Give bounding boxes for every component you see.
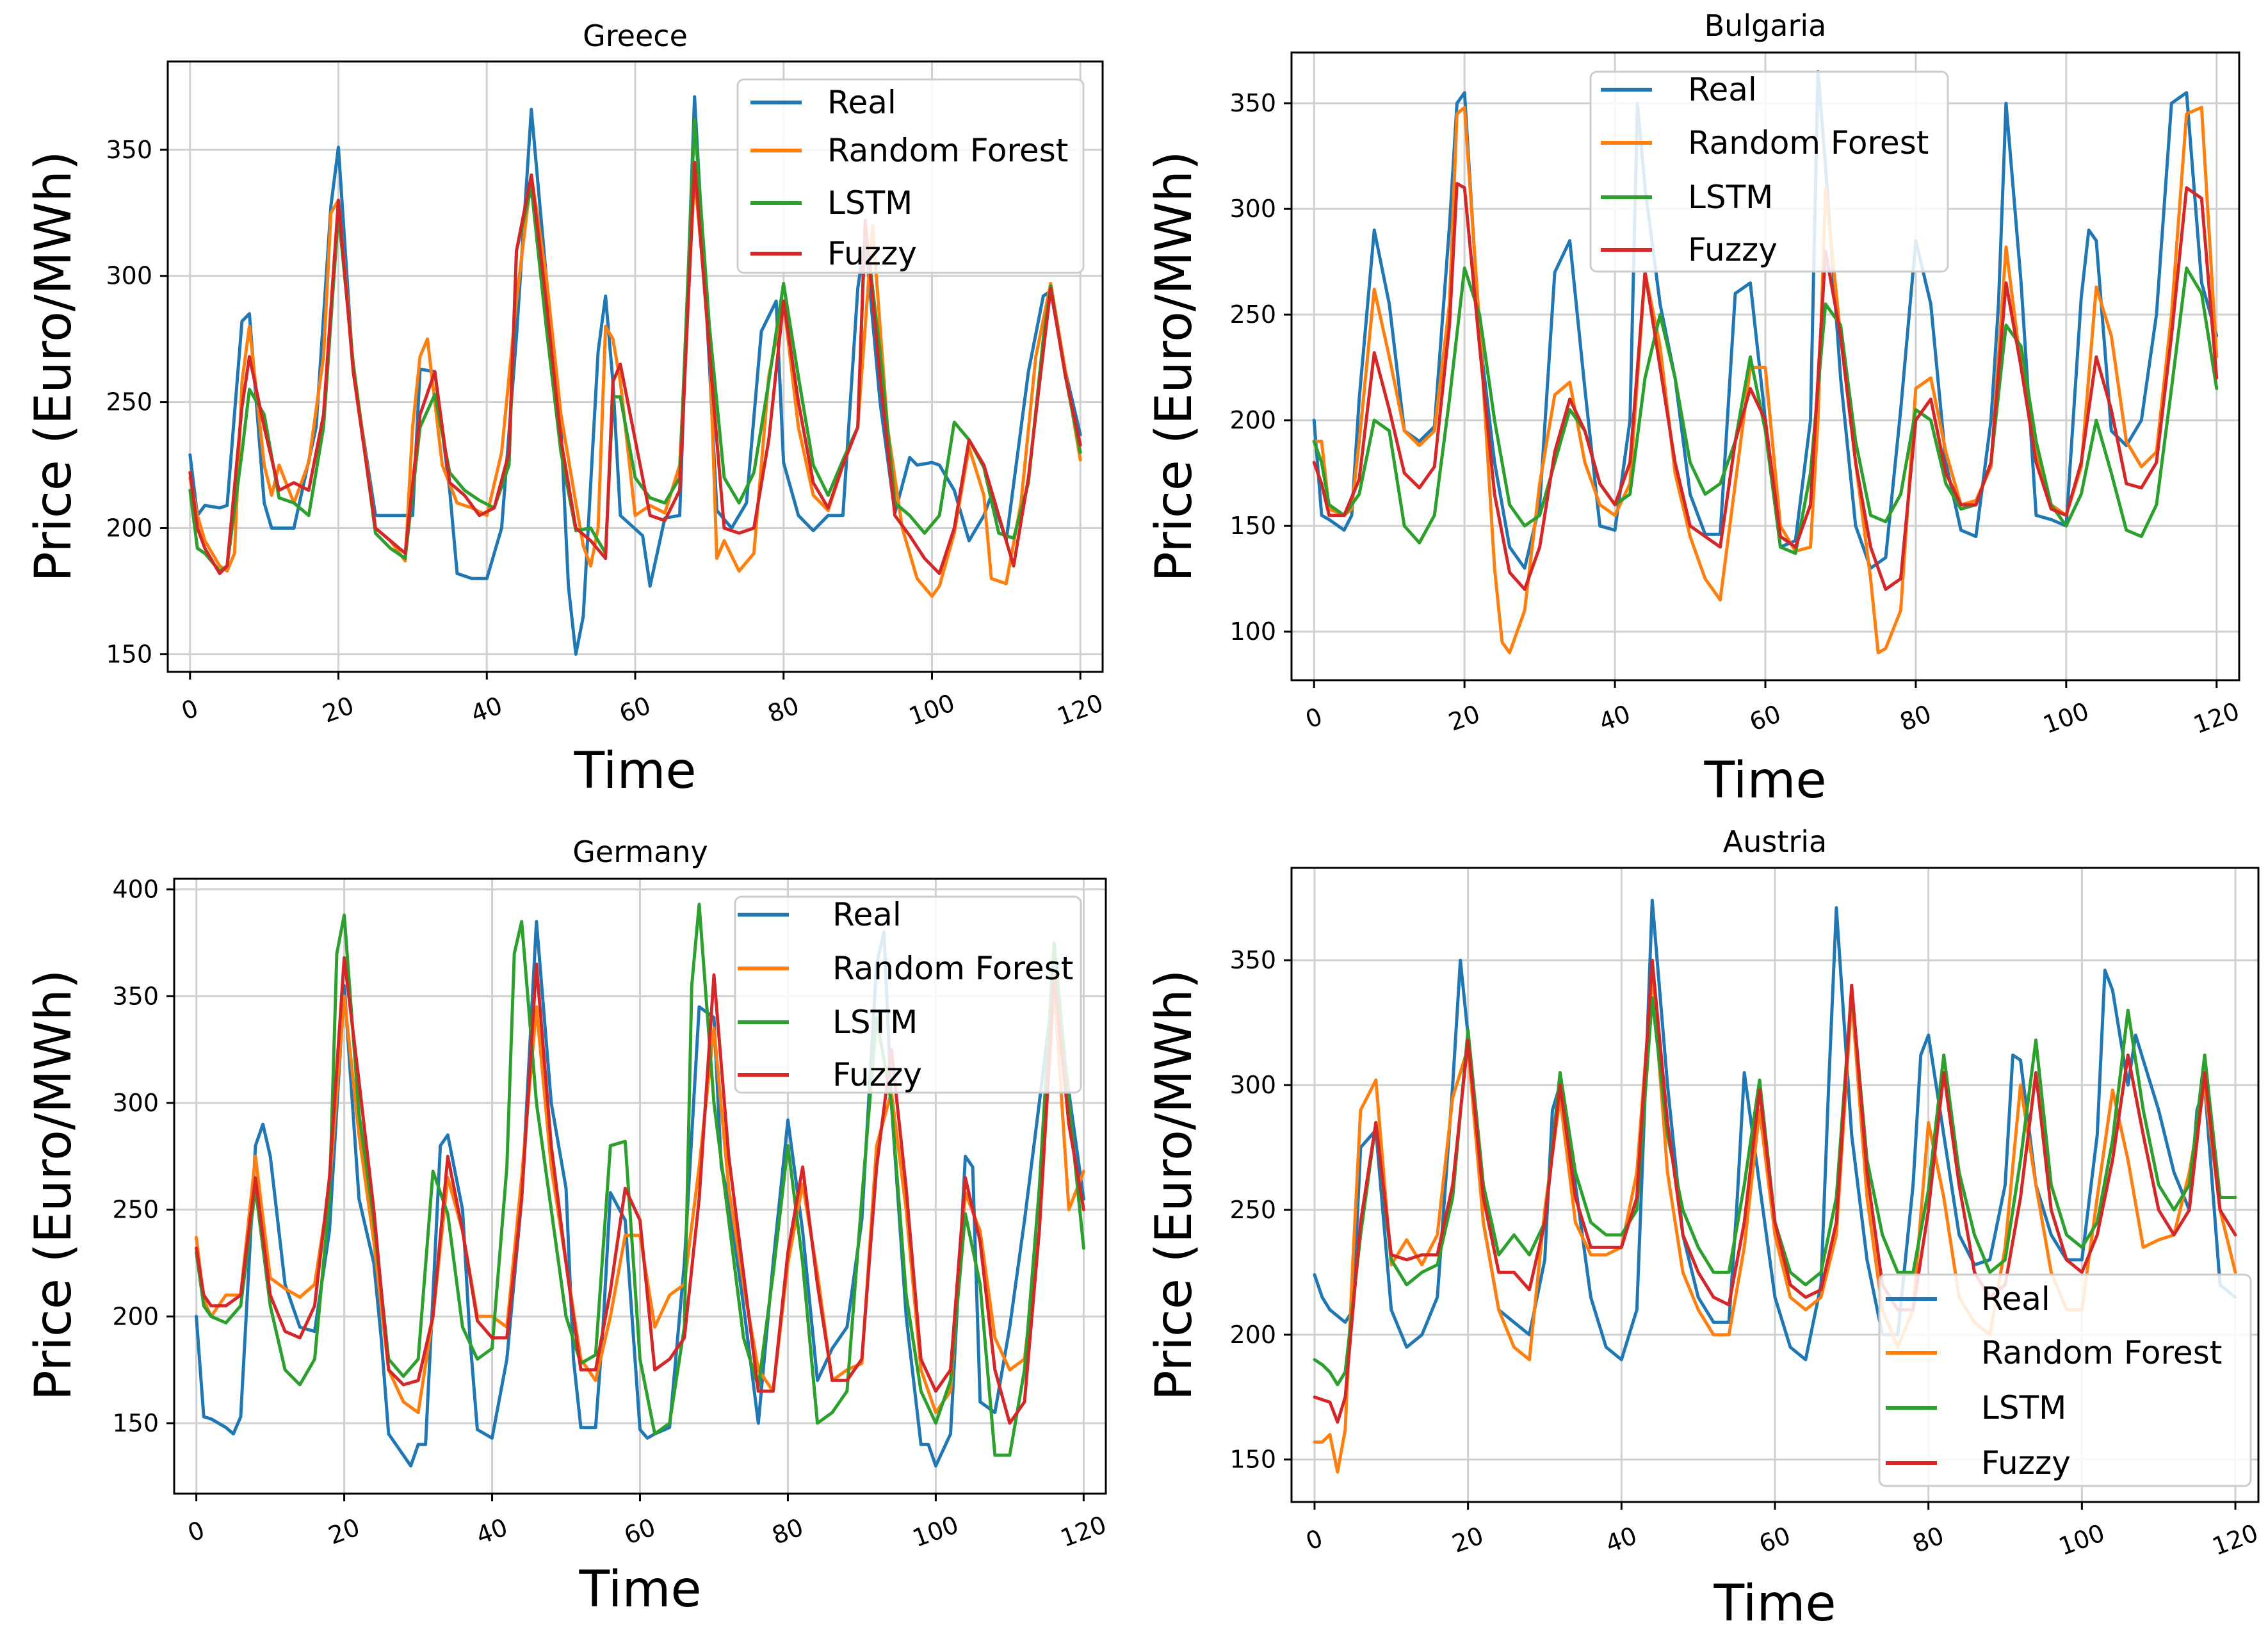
legend-item-fuzzy: Fuzzy [738, 1056, 922, 1093]
legend-label: Real [832, 896, 902, 933]
y-tick-label: 200 [1229, 406, 1276, 434]
legend-item-lstm: LSTM [1601, 179, 1773, 216]
series-line-lstm [188, 118, 1082, 573]
y-tick-label: 300 [106, 262, 152, 290]
legend-item-random-forest: Random Forest [750, 132, 1068, 169]
chart-title: Bulgaria [1705, 8, 1827, 43]
y-tick-label: 350 [1229, 89, 1276, 117]
y-tick-label: 250 [106, 388, 152, 416]
x-axis-label: Time [1704, 752, 1827, 810]
series-line-lstm [195, 902, 1085, 1457]
legend-box [1589, 70, 1949, 273]
y-axis-label: Price (Euro/MWh) [25, 151, 83, 582]
legend-label: LSTM [832, 1004, 918, 1041]
series-line-fuzzy [188, 161, 1082, 575]
chart-title: Germany [572, 835, 708, 869]
y-tick-label: 200 [1229, 1321, 1276, 1349]
y-tick-label: 350 [112, 982, 159, 1010]
legend-label: Random Forest [827, 132, 1068, 169]
legend-label: Real [1981, 1280, 2050, 1318]
legend: Real Random Forest LSTM Fuzzy [1589, 70, 1949, 273]
x-axis-label: Time [579, 1561, 702, 1619]
y-tick-label: 300 [1229, 195, 1276, 223]
chart-title: Greece [583, 19, 688, 53]
y-tick-label: 300 [112, 1089, 159, 1117]
series-group [1312, 70, 2219, 655]
legend-label: Real [1688, 71, 1757, 108]
legend-item-random-forest: Random Forest [1601, 124, 1929, 161]
y-tick-label: 350 [1229, 946, 1276, 974]
legend-label: Fuzzy [827, 235, 917, 272]
y-tick-label: 200 [112, 1302, 159, 1330]
legend-label: Random Forest [832, 950, 1073, 987]
y-tick-label: 150 [1229, 512, 1276, 540]
legend-item-lstm: LSTM [750, 184, 912, 222]
legend-label: LSTM [827, 184, 912, 222]
legend-item-real: Real [1886, 1280, 2050, 1318]
series-line-random-forest [188, 173, 1082, 598]
legend-box [1878, 1273, 2252, 1487]
series-group [195, 902, 1085, 1468]
y-tick-label: 150 [106, 640, 152, 668]
legend-label: LSTM [1981, 1389, 2066, 1426]
y-tick-label: 250 [112, 1196, 159, 1224]
legend-label: Real [827, 84, 896, 121]
legend-box [736, 78, 1085, 274]
legend-item-lstm: LSTM [1886, 1389, 2066, 1426]
y-axis-label: Price (Euro/MWh) [1146, 151, 1203, 582]
series-line-real [188, 95, 1082, 656]
legend-item-fuzzy: Fuzzy [1601, 231, 1778, 268]
series-group [188, 95, 1082, 656]
y-tick-label: 250 [1229, 1196, 1276, 1224]
legend: Real Random Forest LSTM Fuzzy [1878, 1273, 2252, 1487]
legend-label: Fuzzy [1981, 1444, 2071, 1481]
x-axis-label: Time [1713, 1575, 1836, 1632]
series-line-real [1313, 899, 2237, 1362]
legend-item-real: Real [750, 84, 896, 121]
y-axis-label: Price (Euro/MWh) [25, 970, 83, 1401]
y-tick-label: 300 [1229, 1071, 1276, 1099]
chart-title: Austria [1723, 824, 1827, 859]
y-tick-label: 200 [106, 514, 152, 543]
legend-box [734, 895, 1082, 1094]
x-axis-label: Time [574, 742, 697, 800]
y-tick-label: 100 [1229, 617, 1276, 646]
legend-item-lstm: LSTM [738, 1004, 918, 1041]
y-tick-label: 150 [112, 1409, 159, 1437]
y-tick-label: 400 [112, 876, 159, 904]
legend-item-fuzzy: Fuzzy [750, 235, 917, 272]
legend-item-fuzzy: Fuzzy [1886, 1444, 2071, 1481]
legend: Real Random Forest LSTM Fuzzy [736, 78, 1085, 274]
y-tick-label: 350 [106, 136, 152, 164]
y-tick-label: 250 [1229, 300, 1276, 329]
chart-panel-greece: Greece Time Price (Euro/MWh) 0 20 40 60 80 10… [25, 19, 1106, 800]
chart-panel-bulgaria: Bulgaria Time Price (Euro/MWh) 0 20 40 60 80… [1146, 8, 2243, 810]
series-line-lstm [1313, 988, 2237, 1387]
legend-item-real: Real [738, 896, 902, 933]
chart-panel-austria: Austria Time Price (Euro/MWh) 0 20 40 60 80 1… [1146, 824, 2262, 1632]
legend-label: LSTM [1688, 179, 1773, 216]
legend: Real Random Forest LSTM Fuzzy [734, 895, 1082, 1094]
legend-item-random-forest: Random Forest [738, 950, 1073, 987]
series-line-lstm [1312, 266, 2219, 555]
y-tick-label: 150 [1229, 1446, 1276, 1474]
series-line-fuzzy [195, 956, 1085, 1425]
legend-label: Fuzzy [832, 1056, 922, 1093]
legend-label: Random Forest [1981, 1334, 2222, 1371]
series-line-fuzzy [1313, 958, 2237, 1424]
legend-label: Fuzzy [1688, 231, 1778, 268]
series-line-fuzzy [1312, 182, 2219, 591]
legend-item-random-forest: Random Forest [1886, 1334, 2222, 1371]
legend-item-real: Real [1601, 71, 1757, 108]
legend-label: Random Forest [1688, 124, 1929, 161]
y-axis-label: Price (Euro/MWh) [1146, 970, 1203, 1401]
